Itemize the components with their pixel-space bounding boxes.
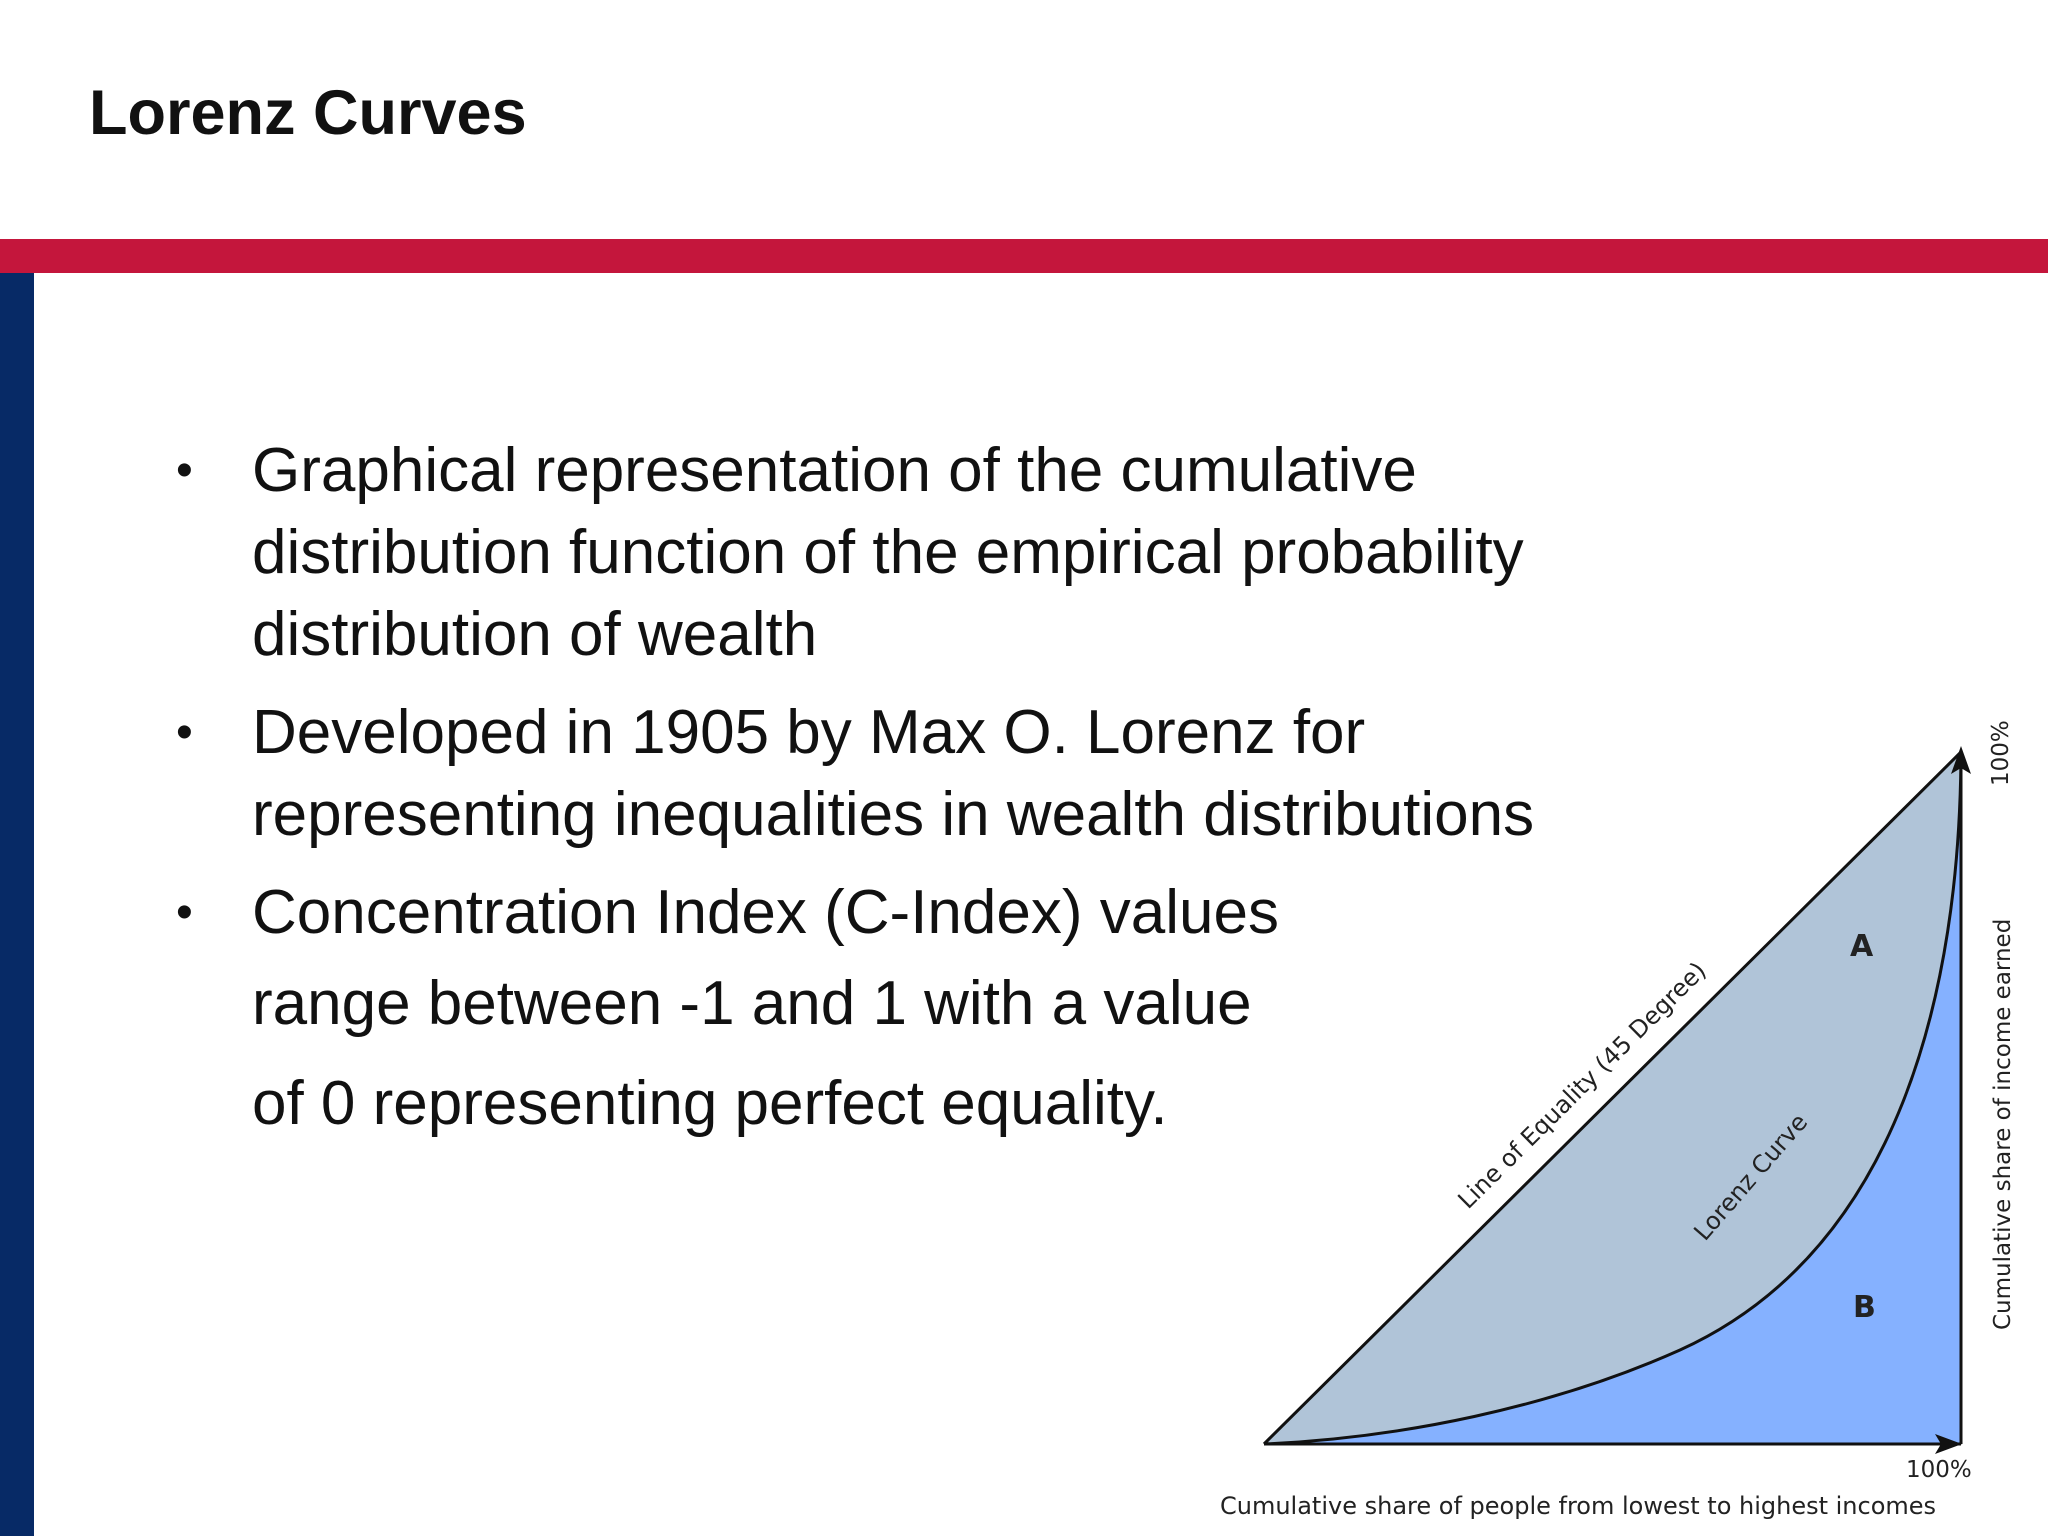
x-axis-title: Cumulative share of people from lowest t… bbox=[1220, 1492, 1936, 1520]
lorenz-curve-figure: Line of Equality (45 Degree) Lorenz Curv… bbox=[1200, 690, 2048, 1536]
bullet-dot-icon: • bbox=[176, 444, 193, 497]
bullet-dot-icon: • bbox=[176, 886, 193, 939]
bullet-text: Concentration Index (C-Index) values ran… bbox=[252, 872, 1736, 1154]
bullet-item: • Graphical representation of the cumula… bbox=[176, 430, 1736, 676]
lorenz-curve-diagram: Line of Equality (45 Degree) Lorenz Curv… bbox=[1220, 720, 2016, 1520]
bullet-text: Developed in 1905 by Max O. Lorenz for r… bbox=[252, 698, 1535, 849]
bullet-list: • Graphical representation of the cumula… bbox=[176, 430, 1736, 1170]
bullet-line: Concentration Index (C-Index) values bbox=[252, 878, 1279, 947]
x-axis-end-label: 100% bbox=[1906, 1457, 1972, 1483]
area-b-region bbox=[1264, 752, 1961, 1444]
y-axis-title: Cumulative share of income earned bbox=[1990, 919, 2016, 1330]
bullet-item: • Concentration Index (C-Index) values r… bbox=[176, 872, 1736, 1154]
bullet-dot-icon: • bbox=[176, 706, 193, 759]
bullet-item: • Developed in 1905 by Max O. Lorenz for… bbox=[176, 692, 1736, 856]
lorenz-curve bbox=[1263, 751, 1963, 1446]
line-of-equality bbox=[1262, 750, 1963, 1446]
slide-title: Lorenz Curves bbox=[89, 78, 527, 148]
bullet-text: Graphical representation of the cumulati… bbox=[252, 436, 1524, 669]
x-axis-arrow-icon bbox=[1935, 1434, 1962, 1454]
bullet-line: range between -1 and 1 with a value bbox=[252, 969, 1252, 1038]
y-axis-end-label: 100% bbox=[1988, 720, 2014, 786]
title-divider-band bbox=[0, 239, 2048, 273]
left-accent-bar bbox=[0, 273, 34, 1536]
y-axis-arrow-icon bbox=[1951, 746, 1971, 774]
bullet-line: of 0 representing perfect equality. bbox=[252, 1069, 1168, 1138]
area-b-label: B bbox=[1853, 1290, 1876, 1325]
area-a-label: A bbox=[1850, 929, 1874, 964]
